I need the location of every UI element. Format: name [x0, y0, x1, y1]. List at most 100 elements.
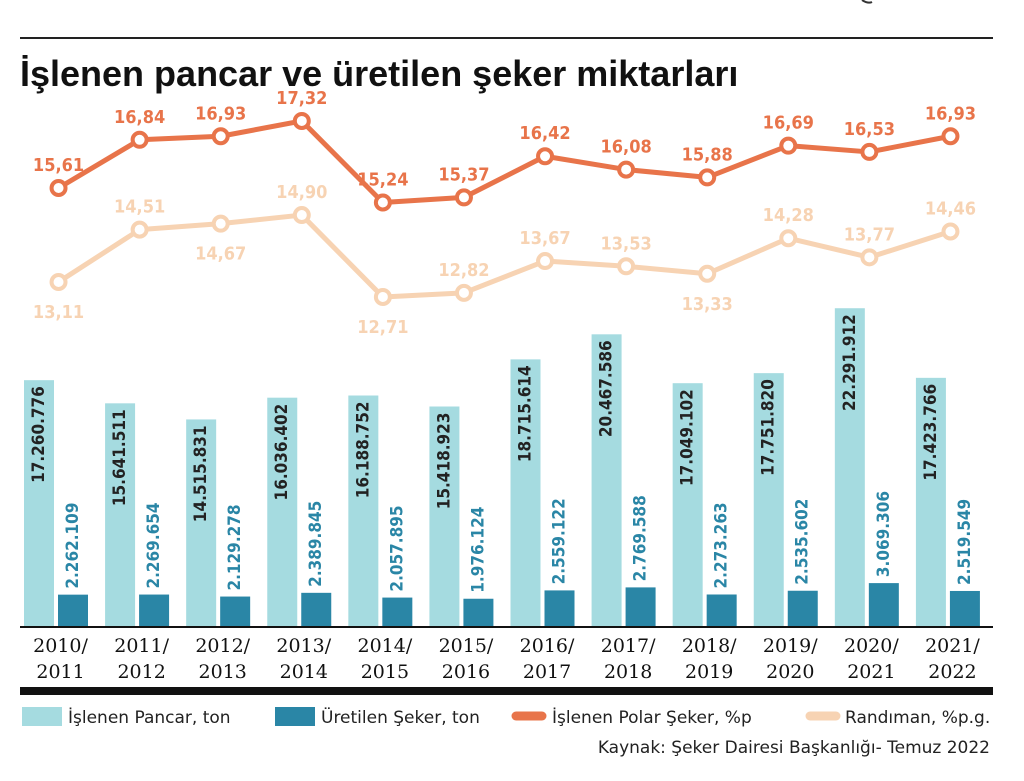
bar-seker-label-10: 3.069.306 — [874, 491, 894, 577]
bar-seker-label-2: 2.129.278 — [225, 504, 245, 590]
randiman-label-8: 13,33 — [682, 294, 733, 315]
x-tick-label-5-0: 2015/ — [439, 635, 494, 657]
polar-point-1 — [130, 130, 149, 149]
bar-pancar-3 — [267, 397, 298, 627]
bar-pancar-label-3: 16.036.402 — [272, 404, 292, 501]
randiman-point-3 — [292, 206, 311, 225]
x-tick-label-9-0: 2019/ — [763, 635, 818, 657]
x-tick-label-8-1: 2019 — [685, 661, 733, 683]
polar-label-0: 15,61 — [33, 155, 84, 176]
x-axis-labels: 2010/2011 2011/2012 2012/2013 2013/2014 2014… — [33, 635, 980, 683]
bar-seker-4 — [382, 597, 413, 627]
bar-pancar-6 — [510, 359, 541, 627]
bar-pancar-10 — [834, 308, 865, 627]
series-polar-line: 15,61 16,84 16,93 17,32 15,24 15,37 16,42 16,08… — [33, 88, 976, 212]
bar-pancar-label-1: 15.641.511 — [110, 409, 130, 506]
polar-label-9: 16,69 — [763, 113, 814, 134]
polar-point-8 — [698, 168, 717, 187]
polar-point-6 — [536, 147, 555, 166]
x-tick-label-2-0: 2012/ — [195, 635, 250, 657]
x-tick-label-11-0: 2021/ — [925, 635, 980, 657]
polar-point-7 — [617, 160, 636, 179]
bar-pancar-0 — [24, 380, 54, 627]
bar-seker-label-7: 2.769.588 — [631, 495, 651, 581]
randiman-label-1: 14,51 — [114, 197, 165, 218]
x-tick-label-1-1: 2012 — [117, 661, 165, 683]
bar-pancar-2 — [186, 419, 217, 627]
randiman-label-2: 14,67 — [195, 244, 246, 265]
bar-seker-10 — [868, 583, 899, 627]
x-tick-label-6-1: 2017 — [523, 661, 571, 683]
polar-label-6: 16,42 — [519, 123, 570, 144]
bar-seker-7 — [625, 587, 656, 627]
randiman-label-11: 14,46 — [925, 199, 976, 220]
bar-seker-8 — [706, 594, 737, 627]
x-tick-label-7-0: 2017/ — [601, 635, 656, 657]
legend-swatch-seker — [275, 707, 315, 726]
polar-point-11 — [941, 127, 960, 146]
bar-seker-label-3: 2.389.845 — [306, 501, 326, 587]
bar-pancar-label-8: 17.049.102 — [678, 389, 698, 486]
bar-seker-0 — [58, 594, 88, 627]
bar-seker-6 — [544, 590, 575, 627]
bar-pancar-5 — [429, 406, 460, 627]
x-tick-label-11-1: 2022 — [928, 661, 976, 683]
bar-pancar-label-6: 18.715.614 — [516, 365, 536, 462]
randiman-label-10: 13,77 — [844, 224, 895, 245]
polar-label-10: 16,53 — [844, 119, 895, 140]
bar-seker-label-9: 2.535.602 — [793, 499, 813, 585]
polar-label-4: 15,24 — [357, 170, 408, 191]
chart-title: İşlenen pancar ve üretilen şeker miktarl… — [20, 53, 738, 94]
bottom-rule — [20, 687, 993, 695]
polar-label-7: 16,08 — [601, 137, 652, 158]
polar-point-9 — [779, 136, 798, 155]
x-tick-label-6-0: 2016/ — [520, 635, 575, 657]
polar-point-5 — [454, 188, 473, 207]
bar-pancar-9 — [753, 373, 784, 627]
x-tick-label-4-1: 2015 — [361, 661, 409, 683]
randiman-label-0: 13,11 — [33, 302, 84, 323]
bar-pancar-1 — [105, 403, 136, 627]
x-tick-label-2-1: 2013 — [199, 661, 247, 683]
bar-pancar-label-10: 22.291.912 — [840, 314, 860, 411]
polar-label-2: 16,93 — [195, 103, 246, 124]
polar-label-8: 15,88 — [682, 144, 733, 165]
randiman-point-9 — [779, 229, 798, 248]
randiman-label-9: 14,28 — [763, 205, 814, 226]
randiman-label-5: 12,82 — [438, 260, 489, 281]
bar-pancar-label-5: 15.418.923 — [434, 413, 454, 510]
randiman-point-1 — [130, 220, 149, 239]
x-tick-label-10-1: 2021 — [847, 661, 895, 683]
series-pancar-bars: 17.260.776 15.641.511 14.515.831 16.036.402… — [24, 308, 946, 627]
x-tick-label-4-0: 2014/ — [357, 635, 412, 657]
x-tick-label-10-0: 2020/ — [844, 635, 899, 657]
bar-pancar-4 — [348, 395, 379, 627]
series-seker-bars: 2.262.109 2.269.654 2.129.278 2.389.845 2.05… — [58, 491, 980, 627]
x-tick-label-1-0: 2011/ — [114, 635, 169, 657]
polar-point-0 — [49, 179, 68, 197]
source-note: Kaynak: Şeker Dairesi Başkanlığı- Temuz … — [598, 738, 990, 758]
bar-seker-label-11: 2.519.549 — [955, 499, 975, 585]
legend-label-randiman: Randıman, %p.g. — [845, 708, 990, 728]
legend-swatch-pancar — [22, 707, 62, 726]
legend-label-seker: Üretilen Şeker, ton — [321, 706, 480, 728]
polar-label-11: 16,93 — [925, 103, 976, 124]
bar-pancar-label-2: 14.515.831 — [191, 425, 211, 522]
polar-point-2 — [211, 127, 230, 146]
bar-pancar-label-11: 17.423.766 — [921, 384, 941, 481]
bar-seker-label-5: 1.976.124 — [468, 507, 488, 593]
bar-pancar-11 — [915, 377, 946, 627]
legend-label-polar: İşlenen Polar Şeker, %p — [552, 707, 752, 728]
polar-label-5: 15,37 — [438, 164, 489, 185]
x-tick-label-5-1: 2016 — [442, 661, 490, 683]
randiman-label-6: 13,67 — [519, 228, 570, 249]
x-tick-label-3-1: 2014 — [280, 661, 328, 683]
randiman-point-11 — [941, 222, 960, 241]
bar-pancar-7 — [591, 334, 622, 627]
bar-seker-5 — [463, 598, 494, 627]
randiman-line-path — [57, 212, 952, 300]
bar-seker-1 — [139, 594, 170, 627]
bar-seker-11 — [949, 590, 980, 627]
series-randiman-line: 13,11 14,51 14,67 14,90 12,71 12,82 13,67 13,53… — [33, 182, 976, 338]
